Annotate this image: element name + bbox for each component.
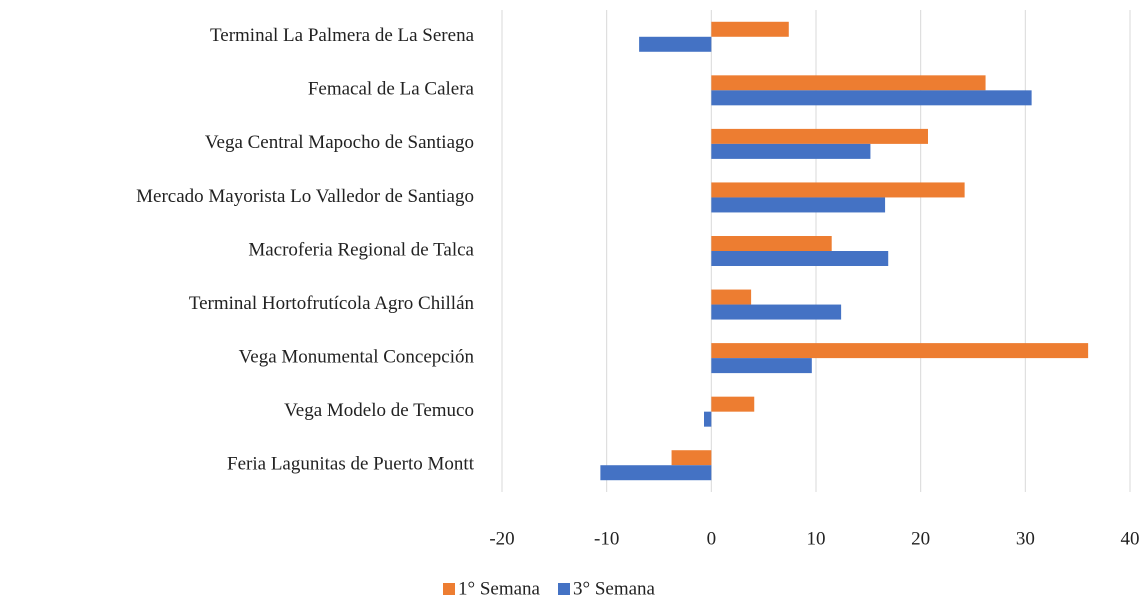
bar: [711, 289, 752, 305]
bar: [711, 21, 789, 37]
y-tick-label: Vega Monumental Concepción: [239, 346, 475, 367]
x-tick-label: 20: [911, 528, 930, 549]
y-tick-label: Vega Modelo de Temuco: [284, 400, 474, 421]
bar: [639, 36, 712, 52]
y-tick-label: Feria Lagunitas de Puerto Montt: [227, 454, 475, 475]
bar: [704, 411, 712, 427]
bar: [711, 343, 1089, 359]
bar: [711, 304, 842, 320]
bar: [711, 396, 755, 412]
y-tick-label: Macroferia Regional de Talca: [248, 239, 474, 260]
bar: [600, 465, 712, 481]
x-tick-label: 10: [807, 528, 826, 549]
x-tick-label: -20: [489, 528, 514, 549]
y-tick-label: Terminal Hortofrutícola Agro Chillán: [189, 293, 475, 314]
legend-label: 3° Semana: [573, 578, 656, 599]
bar: [711, 182, 965, 198]
y-tick-label: Terminal La Palmera de La Serena: [210, 25, 475, 46]
bar: [711, 128, 928, 144]
bar: [711, 90, 1032, 106]
y-tick-label: Femacal de La Calera: [308, 79, 475, 100]
bar: [711, 197, 886, 213]
legend-swatch: [443, 583, 455, 595]
x-tick-label: 30: [1016, 528, 1035, 549]
x-tick-label: 40: [1121, 528, 1140, 549]
bar: [711, 358, 812, 374]
legend-label: 1° Semana: [458, 578, 541, 599]
legend-swatch: [558, 583, 570, 595]
x-tick-label: 0: [707, 528, 717, 549]
bar: [711, 251, 889, 266]
bar: [711, 75, 986, 91]
bar: [671, 450, 712, 466]
y-tick-label: Vega Central Mapocho de Santiago: [205, 132, 474, 153]
y-tick-label: Mercado Mayorista Lo Valledor de Santiag…: [136, 186, 474, 207]
x-tick-label: -10: [594, 528, 619, 549]
bar: [711, 236, 832, 251]
bar: [711, 143, 871, 159]
